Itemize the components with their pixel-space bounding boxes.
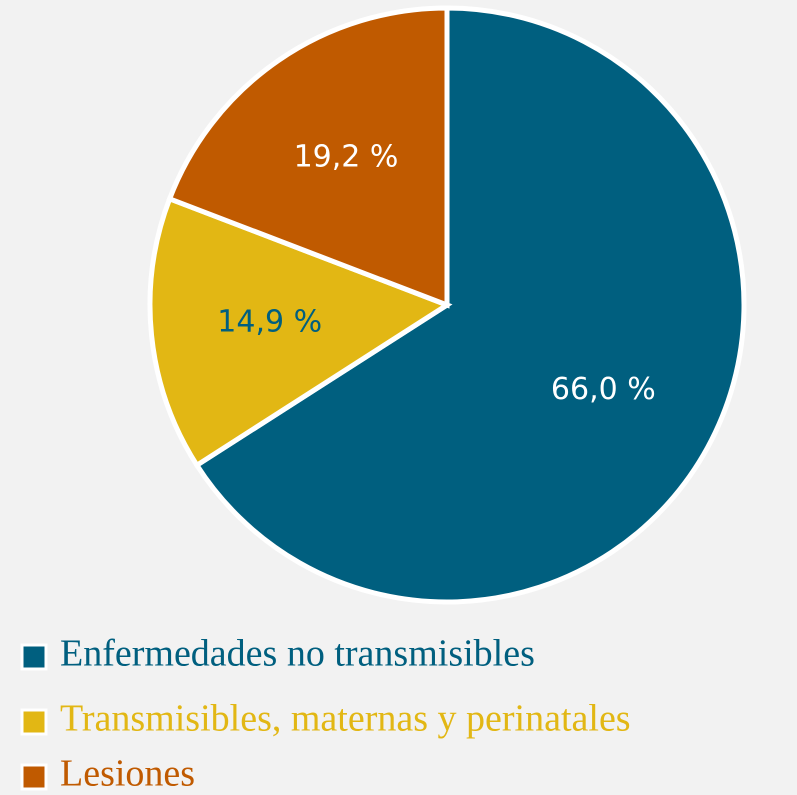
value-label: 19,2 %: [294, 140, 399, 175]
pie-slice: [147, 195, 453, 469]
pie-slice: [166, 5, 450, 309]
legend-label: Lesiones: [60, 753, 195, 795]
legend-swatch: [20, 708, 48, 736]
pie-slice: [193, 5, 747, 605]
value-label: 66,0 %: [551, 372, 656, 407]
legend-swatch: [20, 643, 48, 671]
value-label: 14,9 %: [217, 305, 322, 340]
legend-label: Enfermedades no transmisibles: [60, 633, 535, 675]
legend-swatch: [20, 763, 48, 791]
legend-label: Transmisibles, maternas y perinatales: [60, 698, 631, 740]
